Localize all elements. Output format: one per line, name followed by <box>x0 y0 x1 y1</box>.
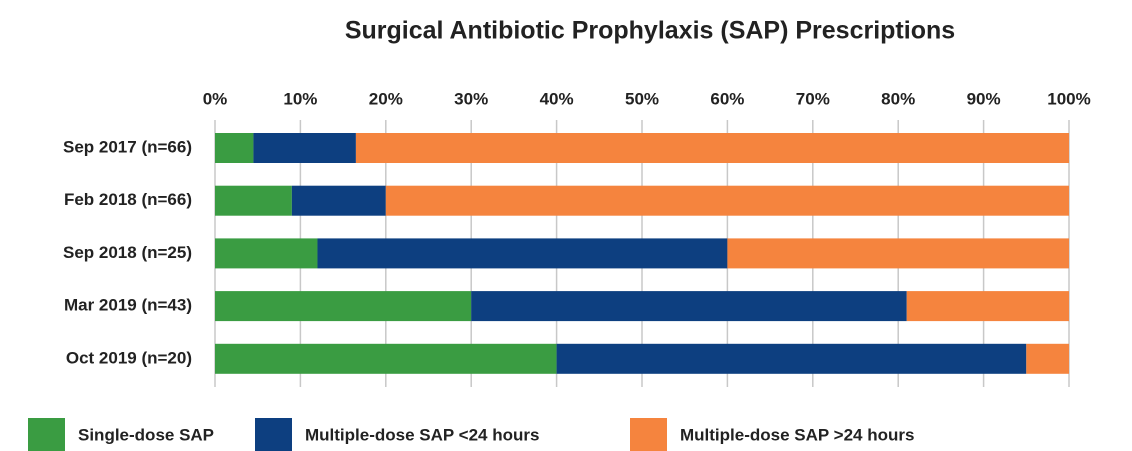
bar <box>355 133 1069 163</box>
x-tick-label: 60% <box>710 89 744 108</box>
bar <box>317 238 728 269</box>
bar <box>215 291 472 322</box>
legend-swatch <box>255 418 292 451</box>
bar <box>471 291 907 322</box>
bar <box>291 185 386 216</box>
bar <box>727 238 1069 269</box>
x-tick-label: 40% <box>540 89 574 108</box>
bar <box>1026 343 1069 374</box>
y-tick-label: Mar 2019 (n=43) <box>64 296 192 315</box>
chart-title: Surgical Antibiotic Prophylaxis (SAP) Pr… <box>345 17 955 45</box>
bar <box>906 291 1069 322</box>
x-tick-label: 50% <box>625 89 659 108</box>
bar <box>385 185 1069 216</box>
bar <box>556 343 1027 374</box>
bar <box>253 133 356 163</box>
x-tick-label: 70% <box>796 89 830 108</box>
legend-label: Multiple-dose SAP <24 hours <box>305 425 539 444</box>
bar <box>215 133 254 163</box>
legend-label: Single-dose SAP <box>78 425 214 444</box>
bar <box>215 185 292 216</box>
x-tick-label: 100% <box>1047 89 1090 108</box>
legend-swatch <box>630 418 667 451</box>
legend-label: Multiple-dose SAP >24 hours <box>680 425 914 444</box>
y-tick-label: Sep 2018 (n=25) <box>63 243 192 262</box>
y-tick-label: Sep 2017 (n=66) <box>63 137 192 156</box>
legend-swatch <box>28 418 65 451</box>
x-tick-label: 10% <box>283 89 317 108</box>
bar <box>215 343 557 374</box>
y-tick-label: Feb 2018 (n=66) <box>64 190 192 209</box>
x-tick-label: 90% <box>967 89 1001 108</box>
x-tick-label: 30% <box>454 89 488 108</box>
bar <box>215 238 318 269</box>
x-tick-label: 80% <box>881 89 915 108</box>
y-tick-label: Oct 2019 (n=20) <box>66 348 192 367</box>
x-tick-label: 0% <box>203 89 228 108</box>
x-tick-label: 20% <box>369 89 403 108</box>
